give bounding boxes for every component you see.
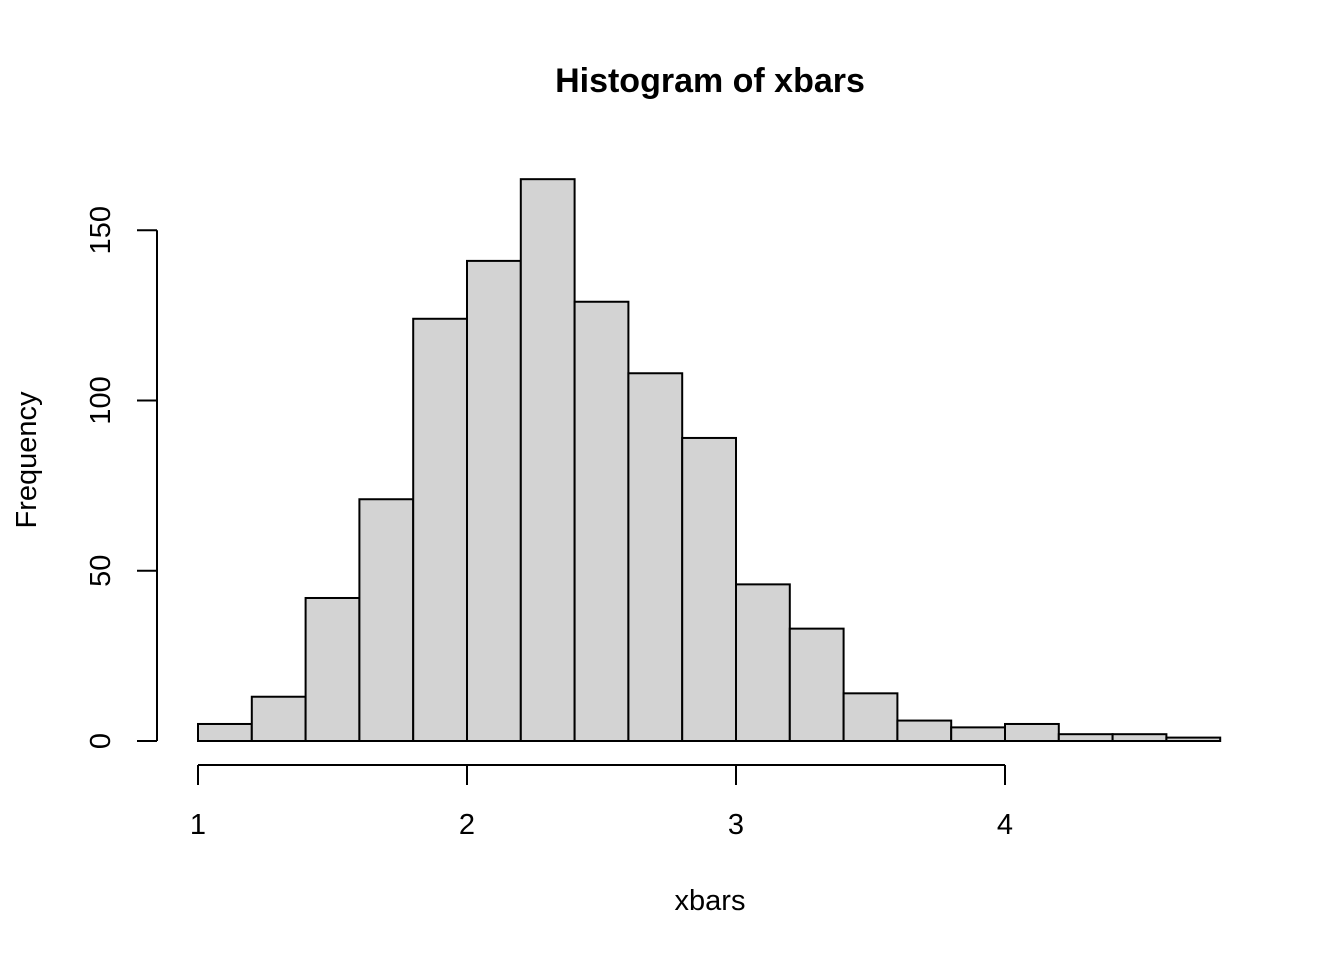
y-tick-label: 0: [85, 733, 117, 749]
histogram-bar: [412, 317, 469, 742]
x-tick-label: 2: [459, 809, 475, 841]
histogram-bar: [304, 596, 361, 742]
histogram-bar: [627, 372, 684, 742]
x-tick-label: 1: [190, 809, 206, 841]
x-axis-label: xbars: [675, 885, 746, 917]
histogram-bar: [1165, 736, 1222, 742]
histogram-bar: [573, 300, 630, 742]
x-axis: 1 2 3 4: [190, 764, 1013, 841]
histogram-bar: [1057, 733, 1114, 743]
bars-group: [197, 178, 1222, 743]
histogram-bar: [250, 695, 307, 742]
histogram-bar: [1111, 733, 1168, 743]
y-axis-label: Frequency: [11, 391, 43, 529]
x-tick-label: 3: [728, 809, 744, 841]
histogram-bar: [519, 178, 576, 743]
histogram-bar: [735, 583, 791, 742]
histogram-bar: [681, 436, 738, 742]
histogram-bar: [197, 722, 253, 742]
histogram-bar: [358, 498, 415, 742]
histogram-bar: [466, 259, 522, 742]
y-tick-label: 150: [85, 206, 117, 254]
y-tick-label: 50: [85, 555, 117, 587]
x-tick-label: 4: [997, 809, 1013, 841]
histogram-bar: [950, 726, 1007, 743]
histogram-bar: [896, 719, 953, 743]
histogram-bar: [788, 627, 845, 743]
chart-title: Histogram of xbars: [555, 62, 865, 100]
histogram-bar: [1004, 722, 1060, 742]
y-tick-label: 100: [85, 376, 117, 424]
histogram-bar: [842, 692, 899, 743]
y-axis: 0 50 100 150: [85, 206, 158, 749]
